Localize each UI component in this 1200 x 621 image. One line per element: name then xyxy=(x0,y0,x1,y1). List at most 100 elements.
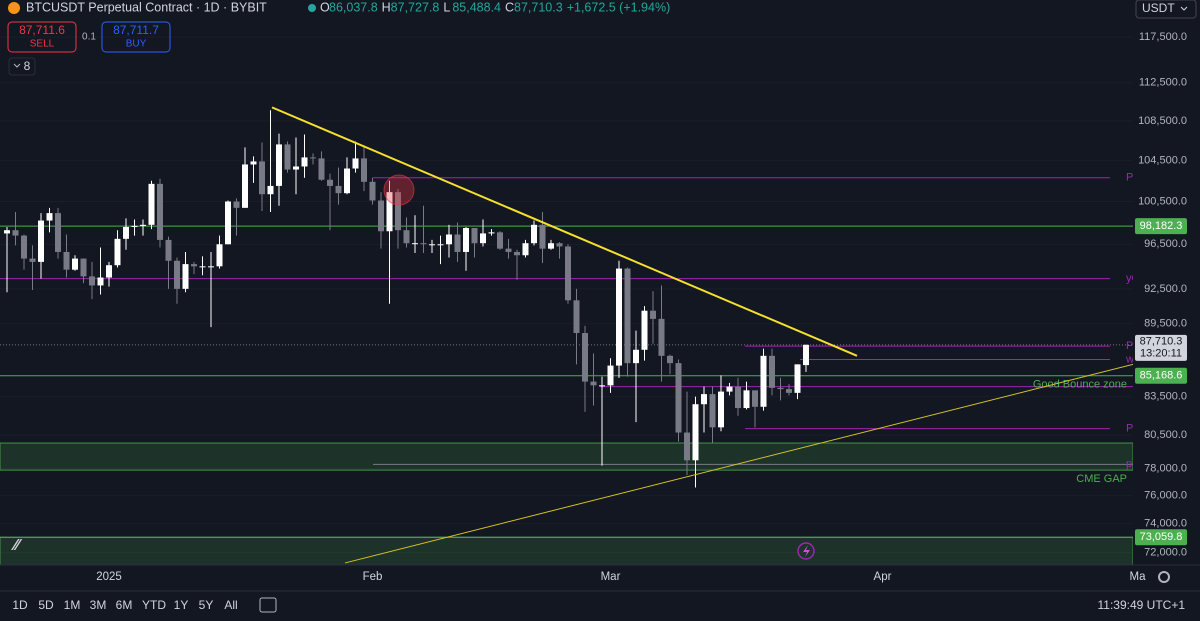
candle-body xyxy=(403,230,410,244)
candle-body xyxy=(106,265,112,278)
candle-body xyxy=(114,238,121,266)
candle-body xyxy=(658,318,665,356)
trendline xyxy=(271,106,858,357)
chevron xyxy=(1180,6,1188,11)
x-tick-label: Ma xyxy=(1130,571,1147,583)
pivot-label: PV xyxy=(1126,423,1141,435)
candle-body xyxy=(55,213,61,252)
buy-button[interactable] xyxy=(101,21,171,53)
candle-body xyxy=(777,387,784,390)
level-tag xyxy=(1135,218,1187,235)
date-range-icon[interactable] xyxy=(259,597,277,613)
pivot-label: w xyxy=(1125,353,1134,365)
ohlc-key: L xyxy=(443,0,450,14)
candle-body xyxy=(599,385,605,387)
range-button[interactable]: 1M xyxy=(64,598,81,612)
sell-price: 87,711.6 xyxy=(19,23,65,37)
candle-body xyxy=(208,266,214,268)
candle-body xyxy=(675,363,682,433)
symbol: BTCUSDT Perpetual Contract · 1D · BYBIT xyxy=(26,0,267,14)
candle-body xyxy=(556,243,563,247)
candle-body xyxy=(548,243,554,249)
candle-body xyxy=(412,243,418,245)
y-tick-label: 100,500.0 xyxy=(1138,195,1187,207)
candle-body xyxy=(29,258,36,262)
candle-body xyxy=(582,333,588,382)
candle-body xyxy=(293,166,299,170)
ohlc-value: 86,037.8 xyxy=(329,0,378,14)
candle-body xyxy=(72,258,78,270)
range-button[interactable]: All xyxy=(224,598,237,612)
candle-body xyxy=(497,232,503,249)
indicator-toggle[interactable] xyxy=(8,57,36,76)
level-tag-label: 85,168.6 xyxy=(1140,370,1183,382)
candle-body xyxy=(505,248,512,252)
sell-button[interactable] xyxy=(7,21,77,53)
y-tick-label: 83,500.0 xyxy=(1144,391,1187,403)
ohlc-key: H xyxy=(382,0,391,14)
candle-body xyxy=(216,244,223,267)
y-tick-label: 74,000.0 xyxy=(1144,518,1187,530)
zone xyxy=(0,536,1133,565)
level-tag-label: 98,182.3 xyxy=(1140,220,1183,232)
clock: 11:39:49 UTC+1 xyxy=(1098,598,1186,612)
candle-body xyxy=(63,251,70,270)
range-button[interactable]: 3M xyxy=(90,598,107,612)
candle-body xyxy=(769,355,775,388)
currency: USDT xyxy=(1142,1,1175,15)
candle-body xyxy=(4,230,10,234)
range-button[interactable]: 5D xyxy=(38,598,54,612)
plot-area: CME GAPGreat buy zonePyOPwPVpGood Bounce… xyxy=(0,36,1141,565)
candle-body xyxy=(310,157,316,159)
ohlc-change: +1,672.5 (+1.94%) xyxy=(567,0,671,14)
candle-body xyxy=(352,158,359,169)
y-tick-label: 117,500.0 xyxy=(1139,31,1187,43)
candle-body xyxy=(148,183,155,225)
pivot-label: yO xyxy=(1126,273,1141,285)
y-tick-label: 92,500.0 xyxy=(1144,283,1187,295)
candle-body xyxy=(276,144,282,186)
settings-icon[interactable] xyxy=(1158,571,1170,583)
price-tag-label: 87,710.3 xyxy=(1140,336,1183,348)
x-tick-label: Feb xyxy=(363,571,383,583)
toolbar: 1D 5D 1M 3M 6M YTD 1Y 5Y All xyxy=(12,598,237,612)
candle-body xyxy=(199,266,206,268)
candle-body xyxy=(21,235,27,259)
range-button[interactable]: 6M xyxy=(116,598,133,612)
x-tick-label: 2025 xyxy=(96,571,122,583)
range-button[interactable]: 1D xyxy=(12,598,28,612)
y-tick-label: 112,500.0 xyxy=(1139,77,1187,89)
alert-icon[interactable] xyxy=(797,542,815,560)
y-tick-label: 72,000.0 xyxy=(1144,547,1187,559)
candle-body xyxy=(667,355,673,364)
candle-body xyxy=(284,144,291,170)
candle-body xyxy=(242,164,248,208)
level-tag xyxy=(1135,367,1187,384)
candle-body xyxy=(573,300,580,334)
candle-body xyxy=(701,394,707,405)
status-dot xyxy=(308,4,316,12)
candle-body xyxy=(590,381,597,386)
candle-body xyxy=(140,224,146,226)
candle-body xyxy=(565,246,571,301)
candle-body xyxy=(335,185,342,194)
price-axis: 117,500.0 112,500.0 108,500.0 104,500.0 100,… xyxy=(1133,0,1200,565)
candle-body xyxy=(80,258,87,277)
candle-body xyxy=(650,310,656,319)
x-tick-label: Mar xyxy=(601,571,621,583)
sell-label: SELL xyxy=(30,39,55,50)
y-tick-label: 108,500.0 xyxy=(1138,115,1187,127)
range-button[interactable]: 5Y xyxy=(199,598,214,612)
range-button[interactable]: YTD xyxy=(142,598,166,612)
candle-body xyxy=(488,232,495,234)
candle-body xyxy=(786,389,792,393)
candle-body xyxy=(395,192,401,231)
x-tick-label: Apr xyxy=(874,571,892,583)
candle-body xyxy=(743,390,750,409)
candle-body xyxy=(267,185,274,195)
pivot-label: P xyxy=(1126,340,1133,352)
currency-select[interactable] xyxy=(1135,0,1197,19)
candle-body xyxy=(46,213,53,221)
range-button[interactable]: 1Y xyxy=(174,598,189,612)
